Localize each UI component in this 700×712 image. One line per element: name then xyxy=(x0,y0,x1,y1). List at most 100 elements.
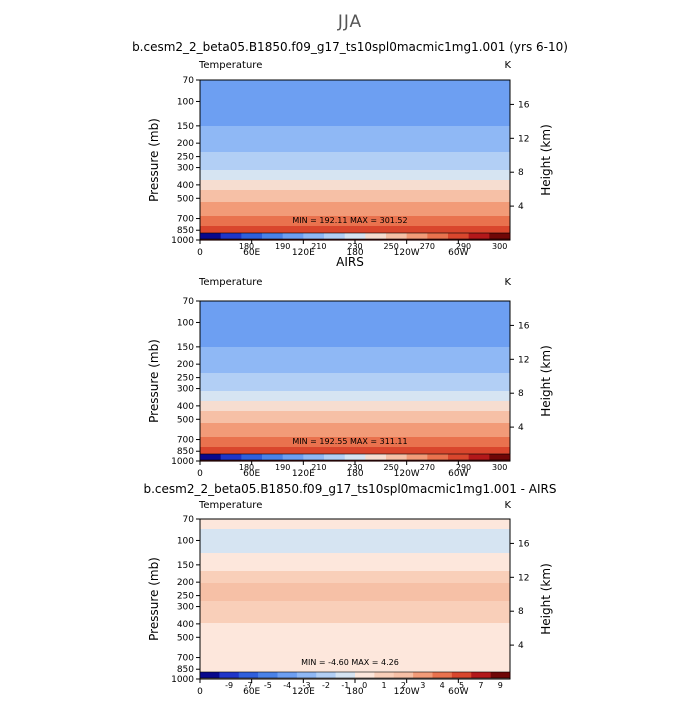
contour-band xyxy=(200,589,510,592)
min-max-stats: MIN = -4.60 MAX = 4.26 xyxy=(301,658,399,667)
colorbar-swatch xyxy=(282,233,304,239)
contour-band xyxy=(200,230,510,233)
colorbar-label: 190 xyxy=(275,463,290,472)
colorbar-swatch xyxy=(365,454,387,460)
contour-band xyxy=(200,649,510,652)
pressure-tick-label: 100 xyxy=(177,318,194,328)
contour-band xyxy=(200,547,510,550)
contour-band xyxy=(200,82,510,85)
colorbar-swatch xyxy=(432,672,453,678)
colorbar-swatch xyxy=(448,454,469,460)
height-tick-label: 16 xyxy=(518,539,530,549)
contour-band xyxy=(200,188,510,191)
pressure-tick-label: 200 xyxy=(177,360,194,370)
contour-band xyxy=(200,553,510,556)
contour-band xyxy=(200,643,510,646)
colorbar-swatch xyxy=(277,672,298,678)
pressure-tick-label: 250 xyxy=(177,374,194,384)
colorbar-swatch xyxy=(220,233,242,239)
contour-band xyxy=(200,204,510,207)
contour-band xyxy=(200,531,510,534)
contour-band xyxy=(200,533,510,536)
colorbar-label: 180 xyxy=(239,242,254,251)
colorbar-swatch xyxy=(386,454,407,460)
height-tick-label: 8 xyxy=(518,389,524,399)
contour-band xyxy=(200,160,510,163)
contour-band xyxy=(200,631,510,634)
contour-band xyxy=(200,591,510,594)
contour-band xyxy=(200,613,510,616)
height-tick-label: 8 xyxy=(518,607,524,617)
colorbar-swatch xyxy=(413,672,433,678)
contour-band xyxy=(200,421,510,424)
colorbar-swatch xyxy=(365,233,387,239)
contour-fill xyxy=(200,519,510,680)
contour-band xyxy=(200,427,510,430)
panel-model: b.cesm2_2_beta05.B1850.f09_g17_ts10spl0m… xyxy=(0,40,700,270)
contour-band xyxy=(200,601,510,604)
pressure-tick-label: 300 xyxy=(177,603,194,613)
contour-band xyxy=(200,341,510,344)
lon-tick-label: 180 xyxy=(346,248,363,258)
colorbar-label: 290 xyxy=(456,463,471,472)
colorbar-label: -5 xyxy=(264,681,272,690)
contour-band xyxy=(200,178,510,181)
colorbar: -9 -7 -5 -4 -3 -2 -1 0 1 2 3 4 5 7 9 xyxy=(199,671,511,690)
contour-band xyxy=(200,435,510,438)
contour-band xyxy=(200,597,510,600)
colorbar-swatch xyxy=(200,454,221,460)
pressure-tick-label: 850 xyxy=(177,665,194,675)
contour-band xyxy=(200,92,510,95)
colorbar-swatch xyxy=(200,233,221,239)
pressure-tick-label: 100 xyxy=(177,536,194,546)
contour-band xyxy=(200,84,510,87)
contour-band xyxy=(200,182,510,185)
contour-band xyxy=(200,525,510,528)
contour-band xyxy=(200,419,510,422)
contour-band xyxy=(200,625,510,628)
contour-band xyxy=(200,583,510,586)
contour-band xyxy=(200,423,510,426)
contour-band xyxy=(200,627,510,630)
variable-label: Temperature xyxy=(199,500,263,511)
pressure-tick-label: 500 xyxy=(177,633,194,643)
contour-band xyxy=(200,347,510,350)
panel-difference: b.cesm2_2_beta05.B1850.f09_g17_ts10spl0m… xyxy=(0,482,700,712)
contour-band xyxy=(200,529,510,532)
contour-band xyxy=(200,541,510,544)
contour-band xyxy=(200,357,510,360)
contour-band xyxy=(200,343,510,346)
min-max-stats: MIN = 192.55 MAX = 311.11 xyxy=(292,437,408,446)
lon-tick-label: 180 xyxy=(346,469,363,479)
contour-band xyxy=(200,146,510,149)
lon-tick-label: 120W xyxy=(394,248,420,258)
contour-band xyxy=(200,174,510,177)
colorbar-label: 230 xyxy=(347,463,362,472)
colorbar-swatch xyxy=(262,233,283,239)
y-axis-title-right: Height (km) xyxy=(539,124,553,195)
panel-airs: AIRS Temperature K 70 100 150 200 250 300 400 5… xyxy=(0,255,700,485)
colorbar-swatch xyxy=(468,233,490,239)
contour-band xyxy=(200,637,510,640)
contour-band xyxy=(200,417,510,420)
pressure-tick-label: 700 xyxy=(177,215,194,225)
y-axis-title-right: Height (km) xyxy=(539,345,553,416)
contour-band xyxy=(200,377,510,380)
contour-band xyxy=(200,375,510,378)
contour-band xyxy=(200,114,510,117)
contour-band xyxy=(200,170,510,173)
min-max-stats: MIN = 192.11 MAX = 301.52 xyxy=(292,216,408,225)
colorbar-label: 210 xyxy=(311,242,326,251)
contour-band xyxy=(200,645,510,648)
contour-band xyxy=(200,581,510,584)
contour-band xyxy=(200,573,510,576)
pressure-tick-label: 500 xyxy=(177,415,194,425)
contour-band xyxy=(200,140,510,143)
contour-band xyxy=(200,407,510,410)
contour-band xyxy=(200,665,510,668)
colorbar-label: -9 xyxy=(225,681,233,690)
colorbar-swatch xyxy=(489,233,511,239)
contour-band xyxy=(200,653,510,656)
panel-title: b.cesm2_2_beta05.B1850.f09_g17_ts10spl0m… xyxy=(132,40,568,54)
unit-label: K xyxy=(504,60,511,71)
